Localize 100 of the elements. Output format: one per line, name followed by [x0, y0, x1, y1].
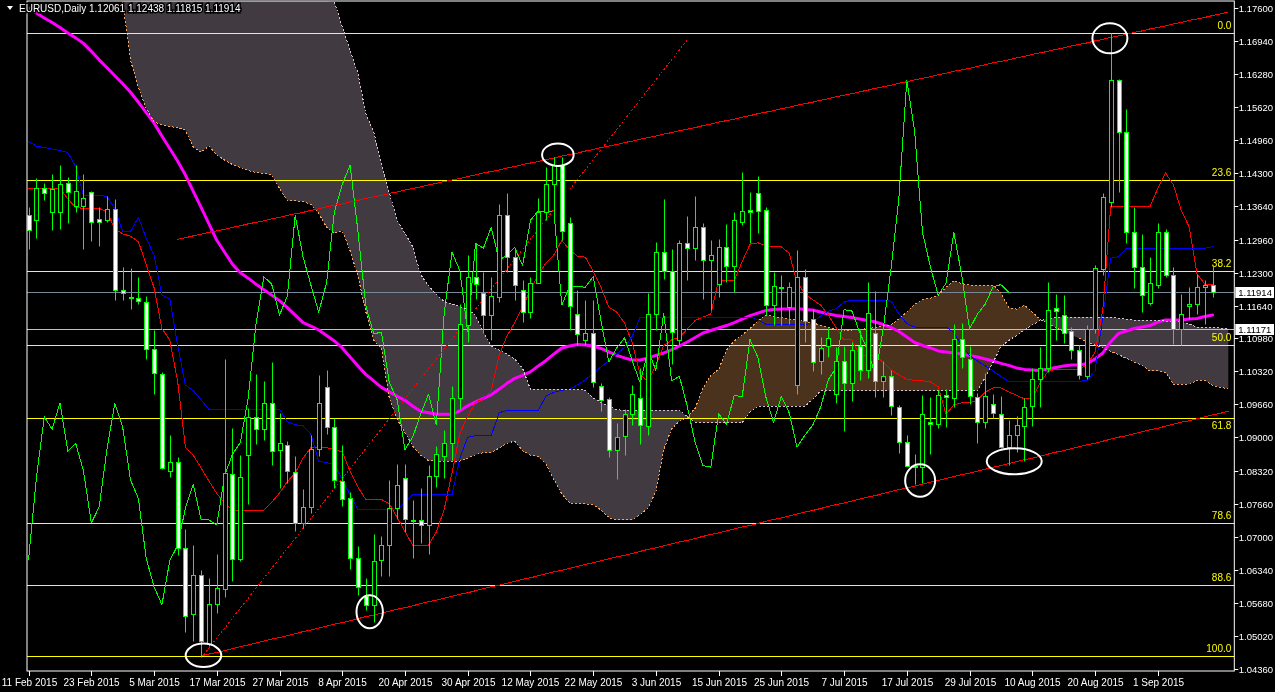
x-tick-label: 3 Jun 2015	[631, 677, 682, 688]
candlestick	[1015, 416, 1020, 453]
ref-line-label: 1.11171	[1238, 324, 1272, 335]
candlestick	[826, 328, 831, 358]
candlestick	[168, 435, 173, 478]
candlestick	[583, 300, 588, 346]
candlestick	[740, 172, 745, 226]
candlestick	[748, 192, 753, 244]
y-tick-label: 1.05680	[1238, 598, 1274, 609]
candlestick	[881, 361, 886, 398]
line-series	[28, 79, 1010, 606]
x-tick-label: 29 Jul 2015	[944, 677, 997, 688]
y-tick-label: 1.09000	[1238, 432, 1274, 443]
annotation: 23.6	[1211, 167, 1232, 179]
candlestick	[842, 346, 847, 432]
candlestick	[928, 397, 933, 455]
candlestick	[152, 330, 157, 395]
annotation: 50.0	[1211, 331, 1232, 343]
x-tick-label: 25 Jun 2015	[753, 677, 810, 688]
x-tick-label: 15 Jun 2015	[691, 677, 748, 688]
y-tick-label: 1.12300	[1238, 268, 1274, 279]
candlestick	[442, 430, 447, 479]
candlestick	[1195, 274, 1200, 315]
candlestick	[779, 275, 784, 326]
candlestick	[991, 394, 996, 419]
y-tick-label: 1.15620	[1238, 102, 1274, 113]
candlestick	[1069, 327, 1074, 360]
candlestick	[521, 280, 526, 323]
candlestick	[97, 207, 102, 247]
candlestick	[905, 435, 910, 467]
y-tick-label: 1.04360	[1238, 664, 1274, 675]
candlestick	[1007, 420, 1012, 466]
candlestick	[129, 268, 134, 310]
y-tick-label: 1.13640	[1238, 201, 1274, 212]
candlestick	[66, 177, 71, 224]
candlestick	[105, 196, 110, 223]
chart-title: EURUSD,Daily 1.12061 1.12438 1.11815 1.11914	[19, 3, 241, 14]
x-tick-label: 10 Aug 2015	[1004, 677, 1062, 688]
x-tick-label: 7 Jul 2015	[821, 677, 869, 688]
candlestick	[1148, 257, 1153, 306]
candlestick	[772, 272, 777, 326]
candlestick	[136, 277, 141, 305]
x-tick-label: 1 Sep 2015	[1132, 677, 1185, 688]
y-tick-label: 1.10980	[1238, 333, 1274, 344]
candlestick	[81, 174, 86, 250]
y-tick-label: 1.12960	[1238, 235, 1274, 246]
x-tick-label: 22 May 2015	[564, 677, 623, 688]
candlestick	[1203, 280, 1208, 325]
candlestick	[787, 282, 792, 325]
candlestick	[50, 174, 55, 231]
candlestick	[623, 409, 628, 456]
candlestick	[1038, 347, 1043, 408]
y-tick-label: 1.10320	[1238, 366, 1274, 377]
y-tick-label: 1.09660	[1238, 399, 1274, 410]
candlestick	[215, 554, 220, 614]
candlestick	[552, 157, 557, 214]
y-tick-label: 1.07660	[1238, 499, 1274, 510]
candlestick	[724, 224, 729, 283]
candlestick	[1054, 294, 1059, 341]
x-tick-label: 27 Mar 2015	[252, 677, 310, 688]
candlestick	[630, 385, 635, 426]
annotation: 78.6	[1211, 509, 1232, 521]
candlestick	[74, 165, 79, 213]
candlestick	[434, 446, 439, 488]
x-tick-label: 20 Aug 2015	[1067, 677, 1125, 688]
y-tick-label: 1.17600	[1238, 3, 1274, 14]
annotation: 38.2	[1211, 258, 1232, 270]
x-tick-label: 11 Feb 2015	[1, 677, 58, 688]
candlestick	[685, 216, 690, 281]
candlestick	[1062, 295, 1067, 344]
annotation: 100.0	[1206, 643, 1232, 655]
annotation: 61.8	[1211, 420, 1232, 432]
candlestick	[411, 500, 416, 559]
y-tick-label: 1.16280	[1238, 69, 1274, 80]
candlestick	[254, 374, 259, 445]
candlestick	[121, 267, 126, 301]
candlestick	[489, 277, 494, 341]
candlestick	[474, 243, 479, 300]
candlestick	[599, 383, 604, 412]
candlestick	[615, 423, 620, 480]
x-tick-label: 8 Apr 2015	[318, 677, 368, 688]
y-tick-label: 1.14960	[1238, 135, 1274, 146]
candlestick	[278, 413, 283, 489]
annotation: 0.0	[1217, 20, 1232, 32]
candlestick	[301, 489, 306, 529]
candlestick	[395, 464, 400, 520]
candlestick	[364, 578, 369, 611]
candlestick	[944, 389, 949, 428]
x-tick-label: 20 Apr 2015	[378, 677, 433, 688]
candlestick	[1211, 266, 1216, 298]
candlestick	[819, 337, 824, 375]
candlestick	[379, 536, 384, 577]
annotation: 88.6	[1211, 572, 1232, 584]
candlestick	[960, 323, 965, 369]
candlestick	[575, 290, 580, 346]
candlestick	[1179, 294, 1184, 346]
y-tick-label: 1.16940	[1238, 36, 1274, 47]
y-tick-label: 1.05020	[1238, 631, 1274, 642]
candlestick	[419, 488, 424, 544]
candlestick	[693, 196, 698, 261]
